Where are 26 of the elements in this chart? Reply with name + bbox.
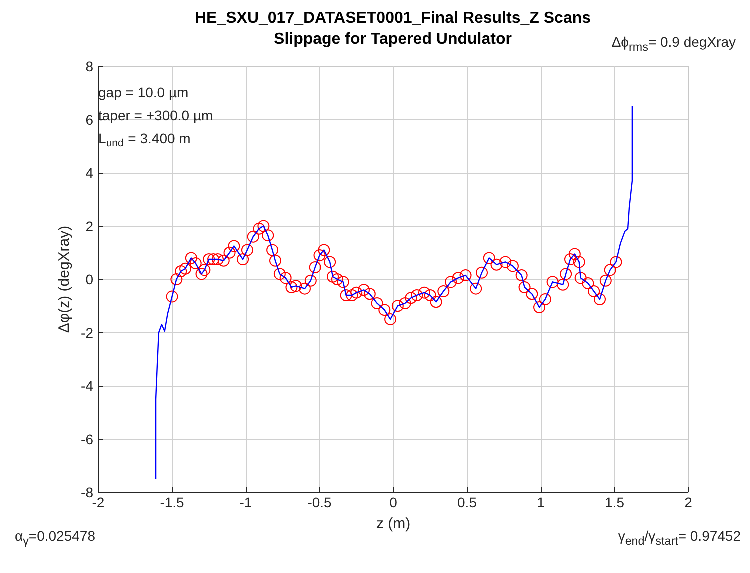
x-tick-label: 1 xyxy=(537,494,546,510)
x-tick-label: 0.5 xyxy=(458,494,478,510)
x-tick-label: 2 xyxy=(684,494,693,510)
y-tick-label: -8 xyxy=(81,484,94,500)
x-tick-label: -0.5 xyxy=(308,494,332,510)
y-tick-label: -2 xyxy=(81,324,94,341)
text: α$_{γ}$=0.025478 xyxy=(15,527,96,550)
y-tick-label: -4 xyxy=(81,378,94,394)
y-tick-label: 4 xyxy=(86,165,94,181)
x-tick-label: 0 xyxy=(390,494,398,510)
y-tick-label: 6 xyxy=(86,112,94,128)
y-tick-label: 0 xyxy=(86,272,94,288)
text: Δϕ$_{rms}$= 0.9 degXray xyxy=(612,33,736,56)
x-tick-label: -1.5 xyxy=(160,494,185,510)
y-tick-label: 2 xyxy=(86,218,94,234)
x-tick-label: -1 xyxy=(240,494,252,510)
y-tick-label: -6 xyxy=(81,431,94,448)
annotation: taper = +300.0 µm xyxy=(98,108,214,124)
chart-subtitle: Slippage for Tapered Undulator xyxy=(274,31,512,48)
y-tick-label: 8 xyxy=(86,58,94,74)
y-axis-title: Δφ(z) (degXray) xyxy=(56,226,74,334)
x-axis-title: z (m) xyxy=(376,516,411,532)
chart-title: HE_SXU_017_DATASET0001_Final Results_Z Scans xyxy=(194,10,592,27)
annotation: gap = 10.0 µm xyxy=(98,84,189,100)
x-tick-label: 1.5 xyxy=(605,494,625,510)
text: γ$_{end}$/γ$_{start}$= 0.97452 xyxy=(618,527,741,550)
